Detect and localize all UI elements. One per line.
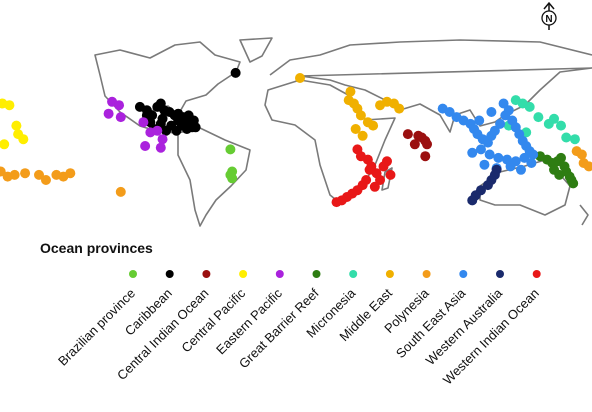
site-point [528, 149, 539, 160]
site-point [394, 103, 405, 114]
south-america [177, 127, 251, 227]
site-point [225, 144, 236, 155]
legend-swatch [275, 270, 284, 278]
legend-swatch [496, 270, 504, 278]
site-point [369, 181, 380, 192]
compass-arrowhead [543, 1, 555, 10]
site-point [138, 117, 149, 128]
site-point [9, 169, 20, 180]
site-point [583, 161, 592, 172]
site-point [549, 113, 560, 124]
site-point [402, 129, 413, 140]
site-point [420, 151, 431, 162]
site-point [180, 117, 191, 128]
site-point [519, 152, 530, 163]
site-point [569, 134, 580, 145]
legend-swatch [312, 270, 321, 278]
site-point [564, 171, 575, 182]
site-point [467, 147, 478, 158]
site-point [115, 112, 126, 123]
site-point [140, 141, 151, 151]
site-point [495, 118, 506, 129]
site-point [526, 158, 537, 168]
site-point [444, 107, 455, 117]
site-point [190, 122, 201, 133]
site-point [484, 149, 495, 160]
site-point [357, 130, 368, 141]
legend-swatch [422, 270, 431, 278]
site-point [0, 139, 10, 150]
compass-label: N [545, 14, 552, 25]
site-point [368, 120, 379, 131]
site-point [576, 149, 587, 160]
site-point [493, 152, 504, 163]
site-point [331, 197, 342, 208]
compass-circle [541, 10, 557, 26]
site-point [382, 156, 392, 167]
site-point [115, 186, 126, 197]
site-point [355, 110, 366, 121]
site-point [157, 113, 168, 124]
site-point [65, 168, 76, 179]
greenland [239, 37, 273, 63]
site-point [11, 120, 22, 131]
site-point [486, 107, 497, 117]
site-point [556, 120, 566, 131]
site-point [227, 173, 238, 184]
legend-swatch [165, 270, 174, 278]
site-point [40, 175, 51, 185]
site-point [385, 169, 396, 180]
site-point [20, 168, 31, 179]
legend-label: Central Pacific [178, 285, 248, 355]
compass: N [541, 1, 557, 30]
site-point [479, 159, 490, 170]
site-point [409, 139, 420, 150]
site-point [524, 101, 535, 112]
legend-swatch [239, 270, 248, 278]
site-point [114, 100, 125, 111]
site-point [533, 112, 544, 123]
site-point [474, 115, 485, 126]
new-zealand [579, 204, 589, 226]
site-point [350, 124, 361, 134]
legend-swatch [349, 270, 358, 278]
site-point [475, 144, 486, 155]
site-point [4, 100, 15, 111]
legend-swatch [459, 270, 468, 278]
site-point [364, 164, 375, 175]
site-point [152, 125, 163, 136]
site-point [295, 73, 305, 83]
site-point [161, 125, 172, 136]
site-point [155, 142, 166, 153]
site-point [561, 132, 572, 143]
site-point [375, 175, 386, 185]
site-point [467, 195, 478, 206]
site-point [103, 108, 114, 119]
site-point [503, 105, 514, 116]
site-point [489, 125, 500, 136]
site-point [482, 180, 493, 191]
site-point [34, 169, 44, 180]
site-point [515, 164, 526, 175]
legend-swatch [385, 270, 394, 278]
points [0, 67, 592, 208]
site-point [345, 86, 356, 97]
site-point [157, 134, 168, 145]
legend-swatch [202, 270, 211, 278]
eurasia [269, 39, 592, 133]
site-point [498, 98, 509, 109]
site-point [18, 134, 29, 145]
legend-swatch [129, 270, 137, 278]
site-point [230, 67, 241, 78]
site-point [171, 125, 182, 136]
site-point [505, 161, 516, 172]
site-point [422, 139, 433, 150]
site-point [556, 152, 566, 163]
legend-swatch [532, 270, 541, 278]
legend-title: Ocean provinces [40, 240, 153, 256]
